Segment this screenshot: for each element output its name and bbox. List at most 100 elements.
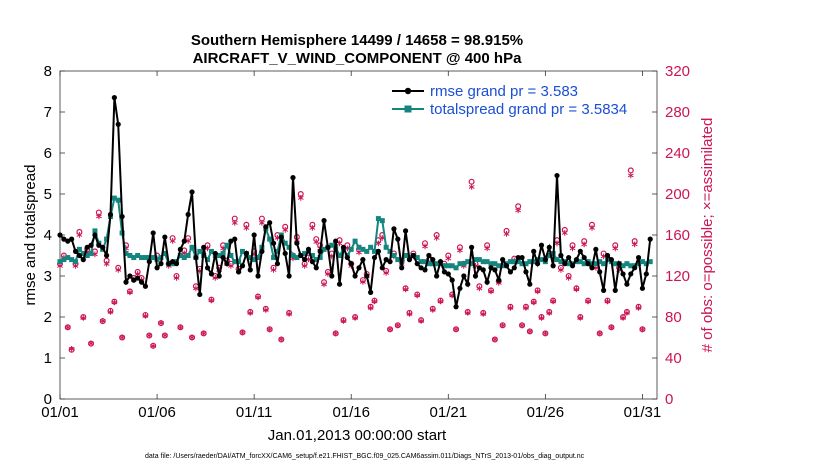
obs-possible-point (286, 309, 293, 316)
rmse-point (601, 287, 607, 293)
spread-point (61, 257, 67, 263)
rmse-point (278, 234, 284, 240)
obs-possible-point (367, 303, 374, 310)
obs-assimilated-point: * (185, 236, 192, 250)
spread-point (379, 218, 385, 224)
spread-point (426, 261, 432, 267)
rmse-point (220, 254, 226, 261)
rmse-point (628, 271, 634, 277)
obs-assimilated-point: * (414, 291, 421, 305)
obs-possible-point (421, 240, 428, 247)
obs-assimilated-point: * (550, 297, 557, 311)
rmse-point (270, 240, 277, 246)
obs-assimilated-point: * (569, 243, 576, 257)
spread-point (527, 259, 533, 265)
rmse-point (391, 226, 397, 232)
right-axis-ticks: 0 40 80 120 160 200 240 280 320 (652, 63, 690, 408)
obs-possible-point (383, 267, 390, 274)
spread-point (135, 253, 141, 258)
rmse-point (267, 220, 273, 226)
obs-assimilated-point: * (581, 239, 588, 253)
obs-assimilated-point: * (76, 230, 83, 244)
data-file-footer: data file: /Users/raeder/DAI/ATM_forcXX/… (145, 453, 585, 460)
rmse-point (115, 121, 121, 127)
obs-assimilated-point: * (96, 212, 103, 226)
x-tick-label: 01/06 (138, 404, 176, 421)
obs-assimilated-point: * (239, 327, 246, 341)
obs-possible-point (161, 332, 168, 339)
y-left-tick-label: 6 (44, 145, 52, 162)
obs-assimilated-point: * (593, 263, 600, 277)
obs-possible-point (189, 334, 196, 341)
obs-assimilated-point: * (488, 286, 495, 300)
obs-possible-point (468, 178, 475, 185)
y-left-tick-label: 5 (44, 186, 52, 203)
rmse-point (620, 271, 626, 277)
obs-possible-point (134, 268, 141, 275)
obs-possible-point (95, 209, 102, 216)
spread-point (239, 248, 245, 254)
rmse-point (282, 250, 288, 257)
obs-assimilated-point: * (437, 297, 444, 311)
obs-assimilated-point: * (69, 344, 76, 358)
x-tick-label: 01/21 (430, 404, 468, 421)
rmse-point (193, 254, 199, 261)
obs-assimilated-point: * (562, 228, 569, 242)
obs-possible-point (266, 326, 273, 333)
spread-point (383, 244, 389, 250)
rmse-point (76, 252, 83, 259)
obs-possible-point (359, 277, 366, 284)
obs-possible-point (620, 314, 627, 321)
obs-assimilated-point: * (434, 233, 441, 247)
rmse-point (581, 254, 587, 261)
rmse-point (286, 273, 292, 279)
rmse-point (445, 271, 451, 277)
spread-point (255, 255, 261, 261)
rmse-point (356, 265, 362, 271)
spread-point (313, 257, 319, 263)
obs-assimilated-point: * (546, 308, 553, 322)
obs-possible-point (371, 297, 378, 304)
series-lines (57, 95, 653, 310)
spread-point (445, 263, 451, 269)
obs-assimilated-point: * (445, 254, 452, 268)
obs-possible-point (596, 330, 603, 337)
rmse-point (236, 269, 242, 275)
rmse-point (309, 259, 315, 265)
obs-possible-point (173, 273, 180, 280)
rmse-point (298, 252, 304, 259)
y-right-tick-label: 120 (665, 268, 690, 285)
obs-assimilated-point: * (270, 265, 277, 279)
obs-assimilated-point: * (80, 313, 87, 327)
obs-possible-point (126, 288, 133, 295)
rmse-point (181, 238, 187, 244)
spread-point (302, 250, 308, 256)
obs-possible-point (297, 191, 304, 198)
obs-possible-point (530, 298, 537, 305)
rmse-point (84, 244, 90, 250)
rmse-point (430, 257, 436, 263)
obs-assimilated-point: * (340, 316, 347, 330)
rmse-point (131, 277, 137, 283)
obs-possible-point (169, 235, 176, 242)
obs-possible-point (484, 242, 491, 249)
rmse-point (597, 269, 603, 275)
obs-assimilated-point: * (173, 273, 180, 287)
rmse-point (410, 252, 416, 259)
rmse-point (313, 265, 319, 271)
rmse-point (538, 242, 545, 248)
obs-possible-point (309, 221, 316, 228)
obs-possible-point (64, 324, 71, 331)
rmse-point (100, 244, 106, 250)
spread-point (329, 242, 335, 248)
rmse-point (88, 242, 94, 248)
y-right-tick-label: 0 (665, 391, 673, 408)
spread-point (403, 253, 409, 258)
x-tick-label: 01/26 (527, 404, 565, 421)
x-axis-label: Jan.01,2013 00:00:00 start (268, 427, 447, 444)
rmse-point (395, 236, 401, 242)
y-right-tick-label: 280 (665, 104, 690, 121)
rmse-point (643, 271, 649, 277)
obs-assimilated-point: * (635, 303, 642, 317)
spread-point (500, 263, 506, 269)
